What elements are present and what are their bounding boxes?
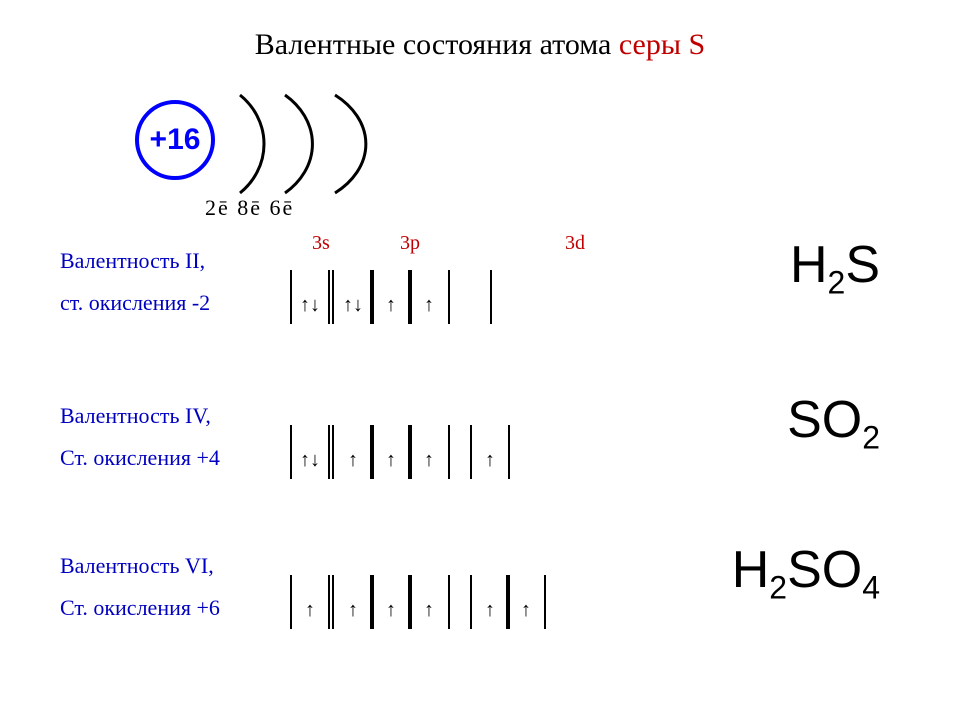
title-element: серы S (619, 28, 705, 61)
row3-formula: H2SO4 (732, 540, 880, 606)
row1-orbitals: ↑↓↑↓↑↑ (290, 270, 650, 334)
orbital-cell-3p: ↑ (370, 270, 412, 324)
nucleus-charge: +16 (150, 123, 201, 156)
orbital-divider (490, 270, 492, 324)
orbital-cell-3d: ↑ (470, 425, 510, 479)
orbital-cell-3p: ↑ (370, 575, 412, 629)
orbital-cell-3d: ↑ (506, 575, 546, 629)
row2-formula: SO2 (787, 390, 880, 456)
row2-orbitals: ↑↓↑↑↑↑ (290, 425, 650, 489)
row3-orbitals: ↑↑↑↑↑↑ (290, 575, 650, 639)
orbital-cell-3d: ↑ (470, 575, 510, 629)
orbital-cell-3p: ↑ (370, 425, 412, 479)
orbital-cell-3p: ↑ (408, 575, 450, 629)
orbital-cell-3s: ↑↓ (290, 425, 330, 479)
orbital-cell-3p: ↑ (332, 575, 374, 629)
orbital-cell-3s: ↑↓ (290, 270, 330, 324)
row2-label: Валентность IV, Ст. окисления +4 (60, 395, 280, 479)
orbital-cell-3s: ↑ (290, 575, 330, 629)
orbital-cell-3p: ↑ (332, 425, 374, 479)
shell-electrons: 2ē 8ē 6ē (205, 195, 294, 221)
orbital-cell-3p: ↑ (408, 425, 450, 479)
row1-label: Валентность II, ст. окисления -2 (60, 240, 280, 324)
orbital-cell-3p: ↑ (408, 270, 450, 324)
row3-label: Валентность VI, Ст. окисления +6 (60, 545, 280, 629)
title-prefix: Валентные состояния атома (255, 28, 619, 61)
orbital-cell-3p: ↑↓ (332, 270, 374, 324)
row1-formula: H2S (790, 235, 880, 301)
page-title: Валентные состояния атома серы S (0, 28, 960, 62)
